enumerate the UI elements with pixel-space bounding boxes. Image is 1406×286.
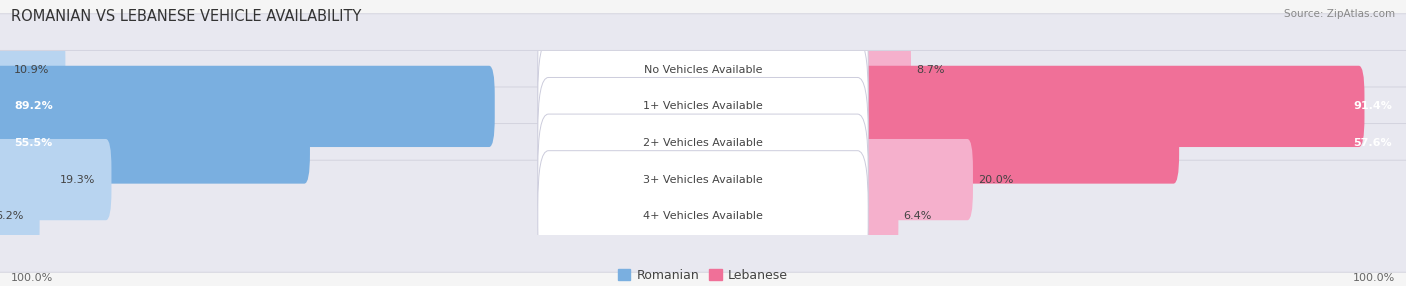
- Text: 57.6%: 57.6%: [1354, 138, 1392, 148]
- FancyBboxPatch shape: [0, 160, 1406, 272]
- Text: 10.9%: 10.9%: [14, 65, 49, 75]
- FancyBboxPatch shape: [852, 66, 1364, 147]
- Text: ROMANIAN VS LEBANESE VEHICLE AVAILABILITY: ROMANIAN VS LEBANESE VEHICLE AVAILABILIT…: [11, 9, 361, 23]
- Legend: Romanian, Lebanese: Romanian, Lebanese: [613, 264, 793, 286]
- FancyBboxPatch shape: [852, 139, 973, 220]
- FancyBboxPatch shape: [0, 102, 309, 184]
- FancyBboxPatch shape: [852, 176, 898, 257]
- FancyBboxPatch shape: [537, 78, 869, 208]
- FancyBboxPatch shape: [537, 4, 869, 135]
- FancyBboxPatch shape: [537, 151, 869, 282]
- Text: 89.2%: 89.2%: [14, 102, 53, 111]
- FancyBboxPatch shape: [0, 14, 1406, 126]
- FancyBboxPatch shape: [537, 114, 869, 245]
- Text: 100.0%: 100.0%: [11, 273, 53, 283]
- FancyBboxPatch shape: [0, 87, 1406, 199]
- FancyBboxPatch shape: [0, 29, 66, 110]
- Text: 4+ Vehicles Available: 4+ Vehicles Available: [643, 211, 763, 221]
- Text: 19.3%: 19.3%: [60, 175, 96, 184]
- FancyBboxPatch shape: [0, 139, 111, 220]
- FancyBboxPatch shape: [537, 41, 869, 172]
- Text: Source: ZipAtlas.com: Source: ZipAtlas.com: [1284, 9, 1395, 19]
- Text: 3+ Vehicles Available: 3+ Vehicles Available: [643, 175, 763, 184]
- FancyBboxPatch shape: [852, 102, 1180, 184]
- FancyBboxPatch shape: [852, 29, 911, 110]
- Text: No Vehicles Available: No Vehicles Available: [644, 65, 762, 75]
- Text: 20.0%: 20.0%: [979, 175, 1014, 184]
- Text: 8.7%: 8.7%: [915, 65, 945, 75]
- Text: 91.4%: 91.4%: [1353, 102, 1392, 111]
- FancyBboxPatch shape: [0, 66, 495, 147]
- Text: 55.5%: 55.5%: [14, 138, 52, 148]
- FancyBboxPatch shape: [0, 176, 39, 257]
- FancyBboxPatch shape: [0, 50, 1406, 162]
- Text: 100.0%: 100.0%: [1353, 273, 1395, 283]
- Text: 6.4%: 6.4%: [903, 211, 932, 221]
- Text: 6.2%: 6.2%: [0, 211, 24, 221]
- Text: 1+ Vehicles Available: 1+ Vehicles Available: [643, 102, 763, 111]
- Text: 2+ Vehicles Available: 2+ Vehicles Available: [643, 138, 763, 148]
- FancyBboxPatch shape: [0, 124, 1406, 236]
